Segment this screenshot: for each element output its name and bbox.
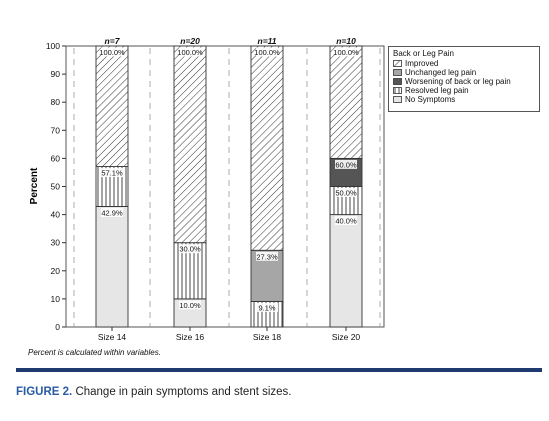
chart-data-labels: 42.9% 57.1% 100.0% 10.0% 30.0% 100.0% 9.1% 27.3…	[99, 47, 359, 312]
chart-canvas: 0 10 20 30 40 50 60 70 80 90 100 Size 14 n=7 Size 16 n…	[29, 36, 385, 342]
legend-label: Unchanged leg pain	[405, 68, 477, 77]
legend-swatch	[393, 96, 402, 103]
legend-swatch	[393, 78, 402, 85]
data-label-bg	[335, 216, 357, 226]
chart-legend: Back or Leg Pain Improved Unchanged leg p…	[388, 46, 540, 112]
legend-swatch-fill	[393, 60, 402, 67]
legend-swatch	[393, 60, 402, 67]
legend-title: Back or Leg Pain	[393, 49, 454, 58]
data-label: 57.1%	[101, 169, 123, 178]
data-label-bg	[101, 168, 123, 178]
figure-caption: FIGURE 2. Change in pain symptoms and st…	[16, 386, 292, 398]
data-label: 42.9%	[101, 208, 123, 217]
y-tick-label: 90	[51, 69, 61, 79]
data-label: 30.0%	[179, 245, 201, 254]
y-tick-label: 10	[51, 294, 61, 304]
legend-item: Resolved leg pain	[393, 86, 535, 95]
legend-label: Improved	[405, 59, 439, 68]
x-tick-label: Size 18	[253, 332, 282, 342]
legend-item: Worsening of back or leg pain	[393, 77, 535, 86]
bar-count-label: n=20	[180, 36, 200, 46]
data-label-bg	[335, 188, 357, 197]
legend-item: Unchanged leg pain	[393, 68, 535, 77]
legend-swatch-fill	[393, 69, 402, 76]
caption-divider	[16, 368, 542, 372]
legend-label: Worsening of back or leg pain	[405, 77, 511, 86]
y-tick-label: 80	[51, 97, 61, 107]
y-tick-label: 100	[46, 41, 60, 51]
data-label: 60.0%	[335, 160, 357, 169]
bar-segment	[329, 45, 363, 159]
y-tick-label: 30	[51, 238, 61, 248]
y-tick-label: 70	[51, 125, 61, 135]
data-label-bg	[179, 300, 201, 310]
bar-count-label: n=11	[258, 36, 277, 46]
y-tick-label: 40	[51, 210, 61, 220]
chart-grid	[73, 48, 381, 327]
legend-label: No Symptoms	[405, 95, 456, 104]
x-tick-label: Size 16	[176, 332, 205, 342]
data-label: 50.0%	[335, 189, 357, 198]
figure-caption-text: Change in pain symptoms and stent sizes.	[75, 386, 292, 398]
stacked-bar-chart: 0 10 20 30 40 50 60 70 80 90 100 Size 14 n=7 Size 16 n…	[29, 36, 540, 342]
legend-swatch-fill	[393, 96, 402, 103]
data-label-bg	[179, 47, 201, 57]
legend-item: Improved	[393, 59, 535, 68]
data-label: 100.0%	[254, 48, 280, 57]
legend-swatch	[393, 69, 402, 76]
data-label-bg	[335, 159, 357, 169]
data-label-bg	[101, 47, 123, 57]
chart-axes: 0 10 20 30 40 50 60 70 80 90 100 Size 14 n=7 Size 16 n…	[46, 36, 385, 342]
y-tick-label: 60	[51, 153, 61, 163]
bar-segment	[329, 214, 363, 328]
legend-label: Resolved leg pain	[405, 86, 469, 95]
x-tick-label: Size 14	[98, 332, 127, 342]
data-label: 10.0%	[179, 301, 201, 310]
chart-bars	[95, 45, 363, 328]
data-label-bg	[179, 244, 201, 254]
bar-count-label: n=7	[105, 36, 121, 46]
bar-segment	[95, 45, 129, 167]
bar-segment	[95, 206, 129, 328]
legend-swatch	[393, 87, 402, 94]
data-label: 9.1%	[258, 303, 275, 312]
data-label: 27.3%	[256, 252, 278, 261]
x-tick-label: Size 20	[332, 332, 361, 342]
data-label: 100.0%	[333, 48, 359, 57]
figure-label: FIGURE 2.	[16, 386, 73, 398]
y-axis-label: Percent	[29, 167, 40, 204]
data-label-bg	[335, 47, 357, 57]
legend-swatch-fill	[393, 78, 402, 85]
data-label: 40.0%	[335, 217, 357, 226]
data-label-bg	[256, 302, 278, 312]
legend-swatch-fill	[393, 87, 402, 94]
legend-item: No Symptoms	[393, 95, 535, 104]
bar-count-label: n=10	[336, 36, 356, 46]
bar-segment	[173, 45, 207, 244]
bar-segment	[250, 45, 284, 251]
data-label-bg	[256, 47, 278, 57]
y-tick-label: 50	[51, 182, 61, 192]
legend-items: Improved Unchanged leg pain Worsening of b…	[393, 59, 535, 104]
y-tick-label: 20	[51, 266, 61, 276]
y-tick-label: 0	[55, 322, 60, 332]
data-label-bg	[101, 207, 123, 217]
data-label: 100.0%	[177, 48, 203, 57]
data-label-bg	[256, 251, 278, 261]
data-label: 100.0%	[99, 48, 125, 57]
chart-footnote: Percent is calculated within variables.	[28, 348, 161, 357]
